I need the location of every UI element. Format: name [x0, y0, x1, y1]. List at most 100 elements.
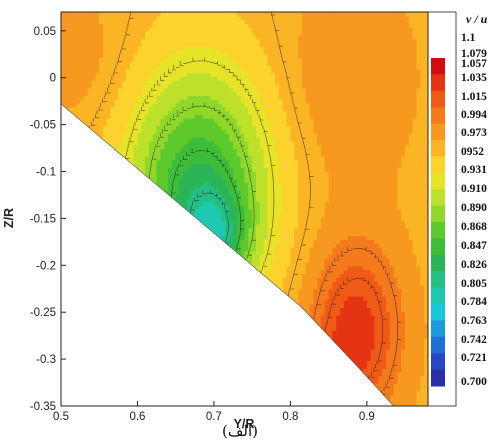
- field-cell: [221, 68, 226, 74]
- field-cell: [171, 12, 177, 17]
- field-cell: [217, 65, 223, 70]
- field-cell: [183, 99, 188, 104]
- field-cell: [198, 72, 204, 78]
- field-cell: [202, 49, 207, 55]
- field-cell: [229, 80, 234, 85]
- field-cell: [133, 83, 139, 89]
- field-cell: [210, 159, 215, 165]
- field-cell: [221, 15, 226, 21]
- field-cell: [141, 167, 146, 172]
- field-cell: [198, 186, 204, 191]
- field-cell: [95, 12, 100, 17]
- field-cell: [122, 57, 127, 62]
- field-cell: [187, 110, 192, 115]
- field-cell: [76, 65, 81, 70]
- field-cell: [118, 42, 123, 47]
- field-cell: [118, 12, 123, 17]
- field-cell: [122, 72, 127, 78]
- field-cell: [145, 72, 150, 78]
- field-cell: [145, 87, 150, 93]
- field-cell: [202, 144, 207, 149]
- field-cell: [156, 171, 161, 176]
- field-cell: [64, 42, 70, 47]
- field-cell: [83, 38, 89, 43]
- field-cell: [95, 68, 100, 74]
- field-cell: [168, 68, 173, 74]
- field-cell: [213, 159, 219, 165]
- field-cell: [206, 144, 211, 149]
- field-cell: [225, 152, 230, 157]
- field-cell: [236, 201, 242, 206]
- field-cell: [233, 118, 238, 123]
- field-cell: [194, 155, 200, 161]
- field-cell: [187, 23, 192, 28]
- field-cell: [145, 125, 150, 131]
- field-cell: [187, 125, 192, 131]
- field-cell: [152, 83, 158, 89]
- field-cell: [99, 19, 104, 24]
- field-cell: [164, 68, 169, 74]
- field-cell: [175, 159, 181, 165]
- field-cell: [190, 148, 196, 153]
- field-cell: [168, 148, 173, 153]
- field-cell: [240, 23, 246, 28]
- field-cell: [91, 38, 97, 43]
- field-cell: [240, 227, 246, 233]
- field-cell: [99, 76, 104, 81]
- field-cell: [122, 19, 127, 24]
- field-cell: [145, 12, 150, 17]
- field-cell: [210, 34, 215, 40]
- field-cell: [217, 190, 223, 195]
- field-cell: [68, 49, 74, 55]
- field-cell: [225, 15, 230, 21]
- field-cell: [160, 125, 165, 131]
- field-cell: [217, 99, 223, 104]
- field-cell: [175, 155, 181, 161]
- field-cell: [106, 91, 112, 96]
- field-cell: [194, 80, 200, 85]
- field-cell: [68, 65, 74, 70]
- field-cell: [122, 53, 127, 59]
- field-cell: [114, 110, 119, 115]
- field-cell: [80, 72, 85, 78]
- field-cell: [160, 23, 165, 28]
- field-cell: [210, 46, 215, 51]
- field-cell: [148, 159, 154, 165]
- field-cell: [156, 152, 161, 157]
- field-cell: [190, 212, 196, 218]
- field-cell: [87, 34, 93, 40]
- field-cell: [194, 148, 200, 153]
- field-cell: [95, 87, 100, 93]
- field-cell: [103, 49, 108, 55]
- field-cell: [225, 167, 230, 172]
- field-cell: [168, 140, 173, 146]
- field-cell: [110, 133, 116, 138]
- field-cell: [213, 155, 219, 161]
- field-cell: [175, 83, 181, 89]
- field-cell: [110, 80, 116, 85]
- field-cell: [221, 38, 226, 43]
- field-cell: [129, 65, 135, 70]
- field-cell: [118, 114, 123, 119]
- field-cell: [202, 155, 207, 161]
- field-cell: [236, 193, 242, 199]
- field-cell: [68, 83, 74, 89]
- field-cell: [68, 12, 74, 17]
- field-cell: [61, 95, 66, 100]
- field-cell: [87, 76, 93, 81]
- field-cell: [95, 114, 100, 119]
- field-cell: [164, 152, 169, 157]
- field-cell: [83, 118, 89, 123]
- field-cell: [125, 140, 131, 146]
- field-cell: [217, 212, 223, 218]
- field-cell: [64, 72, 70, 78]
- field-cell: [110, 76, 116, 81]
- field-cell: [179, 137, 184, 142]
- field-cell: [118, 83, 123, 89]
- field-cell: [221, 42, 226, 47]
- field-cell: [183, 167, 188, 172]
- field-cell: [106, 19, 112, 24]
- field-cell: [125, 106, 131, 112]
- field-cell: [194, 182, 200, 187]
- field-cell: [110, 46, 116, 51]
